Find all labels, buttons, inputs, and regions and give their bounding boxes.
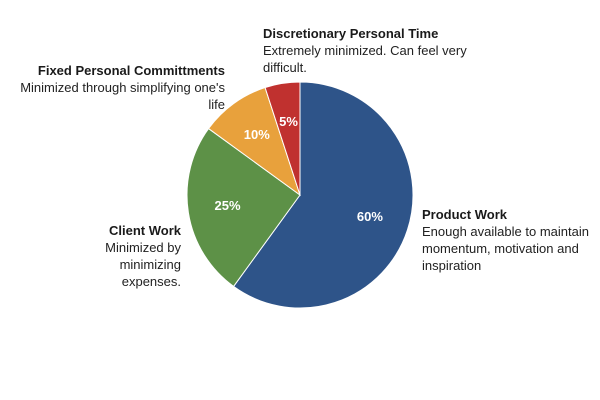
- callout-title: Client Work: [109, 223, 181, 238]
- callout-product-work: Product Work Enough available to maintai…: [422, 206, 597, 274]
- slice-percent-label: 25%: [214, 198, 240, 213]
- pie-slice-fixed-personal-committments: [207, 86, 301, 197]
- slice-percent-label: 10%: [244, 127, 270, 142]
- callout-title: Product Work: [422, 207, 507, 222]
- callout-fixed-personal-commitments: Fixed Personal Committments Minimized th…: [20, 62, 225, 113]
- callout-description: Minimized by minimizing expenses.: [105, 240, 181, 289]
- callout-description: Minimized through simplifying one's life: [20, 80, 225, 112]
- callout-discretionary-personal-time: Discretionary Personal Time Extremely mi…: [263, 25, 493, 76]
- callout-title: Fixed Personal Committments: [37, 63, 225, 78]
- pie-slice-client-work: [186, 127, 301, 288]
- callout-title: Discretionary Personal Time: [263, 26, 439, 41]
- pie-slice-product-work: [232, 81, 414, 309]
- slice-percent-label: 5%: [279, 114, 298, 129]
- pie-slice-discretionary-personal-time: [264, 81, 301, 196]
- callout-client-work: Client Work Minimized by minimizing expe…: [60, 222, 181, 290]
- slice-percent-label: 60%: [357, 209, 383, 224]
- callout-description: Extremely minimized. Can feel very diffi…: [263, 43, 467, 75]
- callout-description: Enough available to maintain momentum, m…: [422, 224, 589, 273]
